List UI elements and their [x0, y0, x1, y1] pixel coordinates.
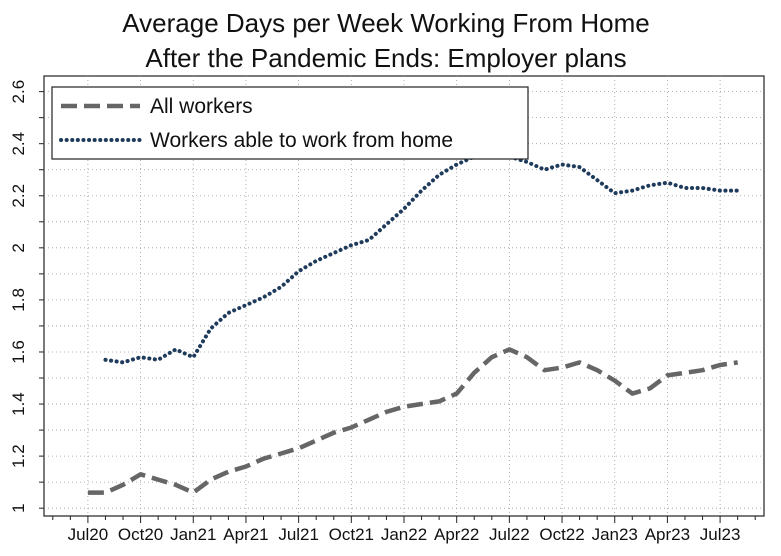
x-tick-label: Jul23 [700, 525, 741, 544]
legend-label-workers-able-wfh: Workers able to work from home [150, 129, 453, 152]
x-tick-label: Jan21 [170, 525, 216, 544]
y-tick-label: 1.4 [9, 392, 28, 416]
series-line-all-workers [87, 347, 739, 495]
x-tick-label: Oct20 [118, 525, 163, 544]
y-tick-label: 1.2 [9, 444, 28, 468]
y-tick-label: 2.6 [9, 80, 28, 104]
legend-label-all-workers: All workers [150, 95, 253, 118]
y-tick-label: 1 [9, 503, 28, 512]
axes: 1 1.2 1.4 1.6 1.8 2 2.2 2.4 2.6 Jul20 Oct20 Jan21 Ap… [9, 80, 756, 544]
y-tick-label: 2 [9, 243, 28, 252]
x-tick-label: Jul20 [68, 525, 109, 544]
series-layer [87, 152, 740, 495]
y-tick-label: 2.4 [9, 132, 28, 156]
chart-title-line-2: After the Pandemic Ends: Employer plans [145, 43, 626, 73]
x-tick-label: Oct21 [329, 525, 374, 544]
series-line-workers-able-wfh [103, 152, 740, 365]
x-tick-label: Oct22 [539, 525, 584, 544]
chart-title-line-1: Average Days per Week Working From Home [122, 8, 649, 38]
x-tick-label: Jan22 [381, 525, 427, 544]
x-tick-label: Apr22 [434, 525, 479, 544]
y-tick-label: 1.6 [9, 340, 28, 364]
y-tick-label: 2.2 [9, 184, 28, 208]
x-tick-label: Apr21 [223, 525, 268, 544]
legend-box [51, 86, 529, 160]
y-tick-label: 1.8 [9, 288, 28, 312]
x-tick-label: Jul22 [489, 525, 530, 544]
x-tick-label: Apr23 [645, 525, 690, 544]
legend: All workers Workers able to work from ho… [51, 86, 529, 160]
grid [44, 76, 764, 516]
x-tick-label: Jul21 [278, 525, 319, 544]
x-tick-label: Jan23 [592, 525, 638, 544]
